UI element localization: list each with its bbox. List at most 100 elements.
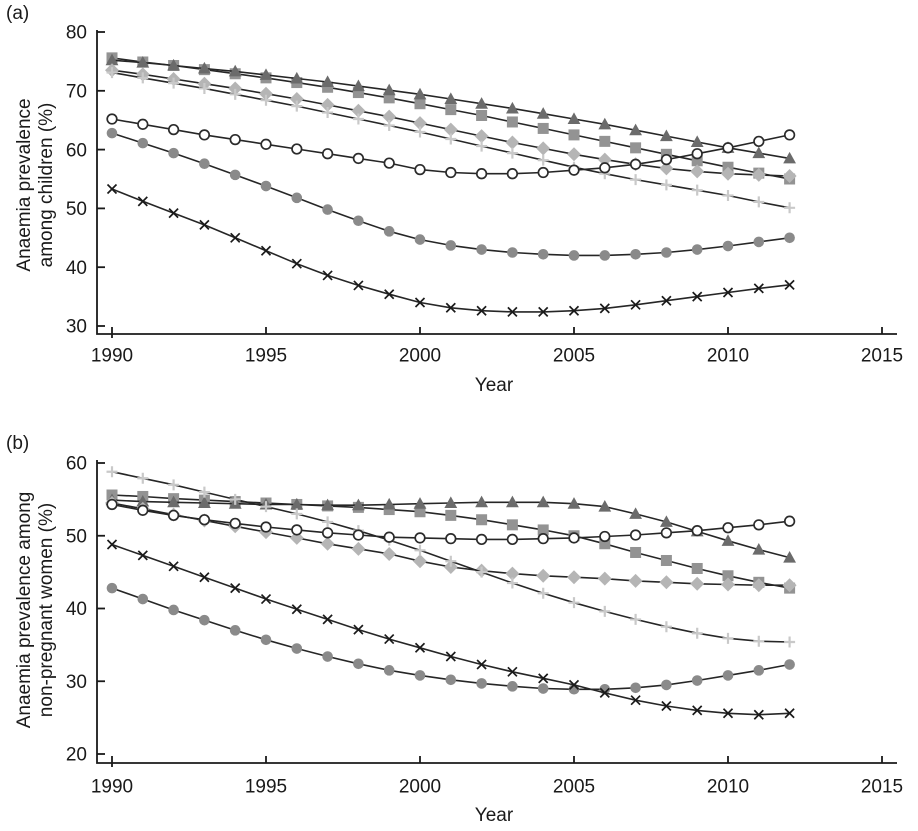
diamond-marker [721,577,735,592]
diamond-marker [443,122,458,137]
plus-marker [168,479,180,491]
y-tick-label: 80 [66,23,87,44]
x-marker [630,299,641,310]
square-marker [352,87,364,99]
triangle-marker [690,135,704,147]
diamond-marker [259,86,273,101]
plus-marker [506,577,518,589]
diamond-marker [659,161,674,176]
triangle-marker [352,79,365,92]
filled-circle-marker [753,236,765,248]
filled-circle-marker [322,651,333,662]
x-marker [722,287,734,298]
diamond-marker [382,109,397,124]
series-filled-diamond [105,496,797,593]
plus-marker [568,597,580,609]
plus-marker [476,566,488,578]
square-marker [322,81,334,93]
triangle-marker [290,497,304,510]
open-circle-marker [137,504,149,516]
series-x-cross [106,539,795,720]
x-marker [384,289,395,300]
open-circle-marker [445,166,457,179]
plus-marker [445,555,457,567]
triangle-marker [228,64,242,77]
x-tick-label: 1995 [245,346,287,367]
plus-marker [198,486,210,498]
panel-a-y-axis-label-line2: among children (%) [36,102,57,268]
x-tick-label: 2015 [861,777,903,798]
x-tick-label: 2005 [553,777,595,798]
filled-circle-marker [199,158,210,170]
plus-marker [106,466,118,478]
triangle-marker [382,83,396,96]
filled-circle-marker [414,670,426,681]
filled-circle-marker [383,226,395,237]
diamond-marker [505,135,520,150]
triangle-marker [536,495,550,508]
plus-marker [691,184,703,196]
x-tick-label: 1990 [91,346,133,367]
triangle-marker [290,71,304,84]
filled-circle-marker [537,683,549,694]
filled-circle-marker [168,147,179,159]
filled-circle-marker [260,634,272,646]
plus-marker [322,516,334,528]
open-circle-marker [352,529,365,541]
plus-marker [722,632,734,644]
triangle-marker [444,496,458,509]
diamond-marker [567,570,581,585]
open-circle-marker [783,129,796,141]
triangle-marker [475,97,488,109]
open-circle-marker [599,530,611,543]
y-tick-label: 60 [66,140,87,161]
diamond-marker [289,92,304,107]
triangle-marker [413,497,427,509]
square-marker [599,538,611,550]
plus-marker [414,126,426,138]
filled-circle-marker [137,593,149,605]
plus-marker [630,174,642,186]
triangle-marker [105,53,119,66]
plus-marker [137,472,149,484]
open-circle-marker [753,519,765,531]
triangle-marker [567,497,581,509]
plus-marker [630,613,642,625]
x-marker [476,305,487,316]
open-circle-marker [537,533,549,545]
filled-circle-marker [445,674,457,686]
x-marker [137,550,148,561]
square-marker [568,129,580,141]
x-marker [538,306,549,317]
x-marker [291,258,302,269]
diamond-marker [351,103,366,118]
x-marker [199,572,210,583]
open-circle-marker [229,517,241,530]
diamond-marker [782,578,797,593]
axis-spines [96,30,897,335]
triangle-marker [660,129,673,142]
x-marker [353,280,364,291]
plus-marker [291,508,303,520]
square-marker [660,554,672,566]
x-marker [168,208,179,219]
triangle-marker [321,498,334,511]
filled-circle-marker [537,248,549,260]
filled-circle-marker [106,582,118,594]
triangle-marker [259,68,273,80]
x-marker [661,295,672,306]
x-marker [260,245,272,256]
triangle-marker [444,92,458,105]
open-circle-marker [660,153,673,166]
y-tick-label: 20 [66,745,87,766]
diamond-marker [320,536,335,551]
diamond-marker [320,97,335,112]
y-tick-label: 50 [66,199,87,220]
plus-marker [753,635,765,647]
x-marker [168,561,179,572]
plus-marker [784,636,796,648]
triangle-marker [783,151,796,164]
diamond-marker [536,141,551,156]
square-marker [476,109,488,121]
x-marker [137,196,148,207]
